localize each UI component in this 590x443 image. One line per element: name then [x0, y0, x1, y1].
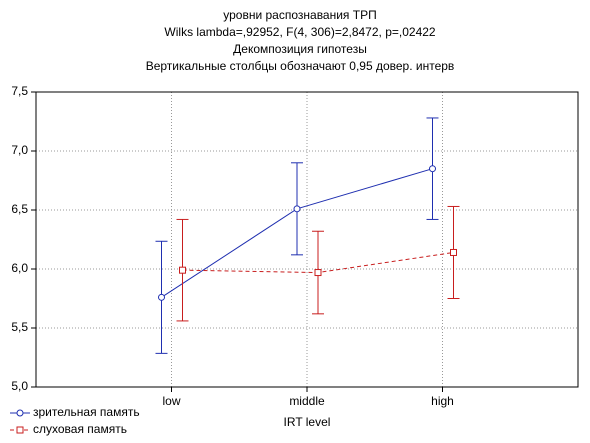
chart-title: уровни распознавания ТРП [223, 8, 376, 22]
x-tick-label: low [162, 394, 180, 408]
marker [429, 165, 436, 173]
x-tick-label: middle [289, 394, 325, 408]
chart-title: Вертикальные столбцы обозначают 0,95 дов… [146, 59, 455, 73]
y-tick-label: 7,5 [11, 84, 28, 98]
legend-marker [16, 426, 24, 434]
y-tick-label: 7,0 [11, 143, 28, 157]
marker [179, 266, 186, 274]
legend-label: зрительная память [33, 405, 140, 419]
plot-frame [35, 91, 579, 388]
legend-marker [16, 409, 24, 417]
marker [158, 293, 165, 301]
legend-label: слуховая память [33, 422, 127, 436]
y-tick-label: 5,5 [11, 320, 28, 334]
x-tick-label: high [431, 394, 454, 408]
marker [293, 205, 301, 213]
y-tick-label: 6,0 [11, 261, 28, 275]
marker [450, 248, 457, 256]
marker [314, 269, 322, 277]
x-axis-label: IRT level [284, 415, 331, 429]
chart-title: Декомпозиция гипотезы [233, 42, 367, 56]
y-tick-label: 6,5 [11, 202, 28, 216]
y-tick-label: 5,0 [11, 379, 28, 393]
chart-title: Wilks lambda=,92952, F(4, 306)=2,8472, p… [164, 25, 436, 39]
